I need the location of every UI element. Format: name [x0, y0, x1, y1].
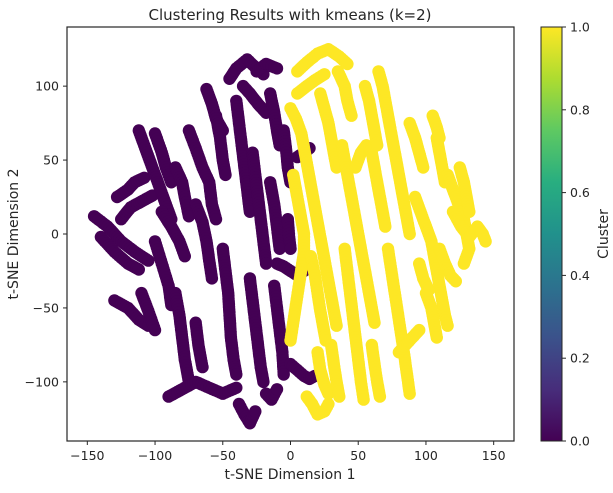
x-tick-label: 100 [414, 448, 438, 463]
data-point [322, 397, 335, 411]
data-point [249, 405, 262, 418]
colorbar-tick-label: 0.6 [570, 185, 590, 200]
data-point [457, 257, 471, 270]
colorbar [540, 26, 563, 442]
data-point [284, 334, 297, 347]
x-tick-label: 50 [350, 448, 366, 463]
x-tick-label: 0 [287, 448, 295, 463]
x-axis-ticks: −150 −100 −50 0 50 100 150 [70, 441, 506, 463]
data-point [270, 383, 284, 396]
data-point [243, 205, 257, 218]
data-point [357, 393, 370, 406]
data-point [148, 323, 162, 337]
chart-title: Clustering Results with kmeans (k=2) [148, 6, 431, 24]
data-point [205, 272, 219, 285]
data-point [373, 390, 387, 403]
data-point [182, 210, 196, 223]
y-tick-label: 100 [35, 79, 59, 94]
data-point [433, 131, 446, 145]
colorbar-tick-label: 0.0 [570, 434, 590, 449]
cluster-1-points [284, 43, 492, 421]
data-point [284, 242, 297, 255]
colorbar-tick-label: 1.0 [570, 20, 590, 35]
data-point [449, 275, 462, 288]
data-point [230, 381, 243, 394]
data-point [403, 227, 416, 241]
data-point [259, 257, 273, 270]
data-point [138, 171, 151, 184]
data-point [417, 161, 430, 174]
data-point [273, 242, 286, 255]
data-point [219, 168, 232, 182]
data-point [277, 368, 290, 381]
colorbar-tick-label: 0.8 [570, 102, 590, 117]
y-tick-label: 0 [51, 227, 59, 242]
data-point [430, 331, 443, 344]
x-tick-label: −150 [70, 448, 104, 463]
data-point [270, 62, 284, 75]
data-point [413, 323, 426, 337]
data-point [371, 139, 384, 152]
y-tick-label: 50 [43, 153, 59, 168]
y-axis-ticks: −100 −50 0 50 100 [25, 79, 67, 389]
data-point [322, 387, 335, 400]
data-point [209, 213, 223, 226]
cluster-0-points [87, 53, 322, 430]
y-tick-label: −100 [25, 374, 59, 389]
data-point [403, 387, 416, 400]
x-axis-label: t-SNE Dimension 1 [225, 467, 356, 483]
x-tick-label: 150 [482, 448, 506, 463]
data-point [230, 368, 243, 381]
data-point [463, 205, 476, 218]
colorbar-tick-label: 0.4 [570, 268, 590, 283]
y-axis-label: t-SNE Dimension 2 [6, 169, 22, 300]
data-point [441, 319, 454, 332]
colorbar-tick-label: 0.2 [570, 351, 590, 366]
data-point [257, 375, 270, 389]
data-point [345, 109, 358, 122]
data-point [178, 250, 191, 263]
data-point [132, 263, 145, 276]
x-tick-label: −50 [210, 448, 236, 463]
x-tick-label: −100 [138, 448, 172, 463]
data-point [479, 235, 492, 248]
colorbar-label: Cluster [596, 209, 612, 259]
colorbar-ticks: 0.0 0.2 0.4 0.6 0.8 1.0 [562, 20, 590, 449]
data-point [379, 220, 392, 233]
data-point [142, 254, 155, 267]
points-layer [87, 43, 492, 430]
data-point [330, 319, 343, 332]
data-point [341, 57, 354, 71]
data-point [318, 68, 331, 81]
data-point [422, 284, 435, 297]
data-point [196, 360, 209, 374]
data-point [368, 316, 381, 329]
y-tick-label: −50 [33, 300, 59, 315]
data-point [333, 390, 346, 403]
